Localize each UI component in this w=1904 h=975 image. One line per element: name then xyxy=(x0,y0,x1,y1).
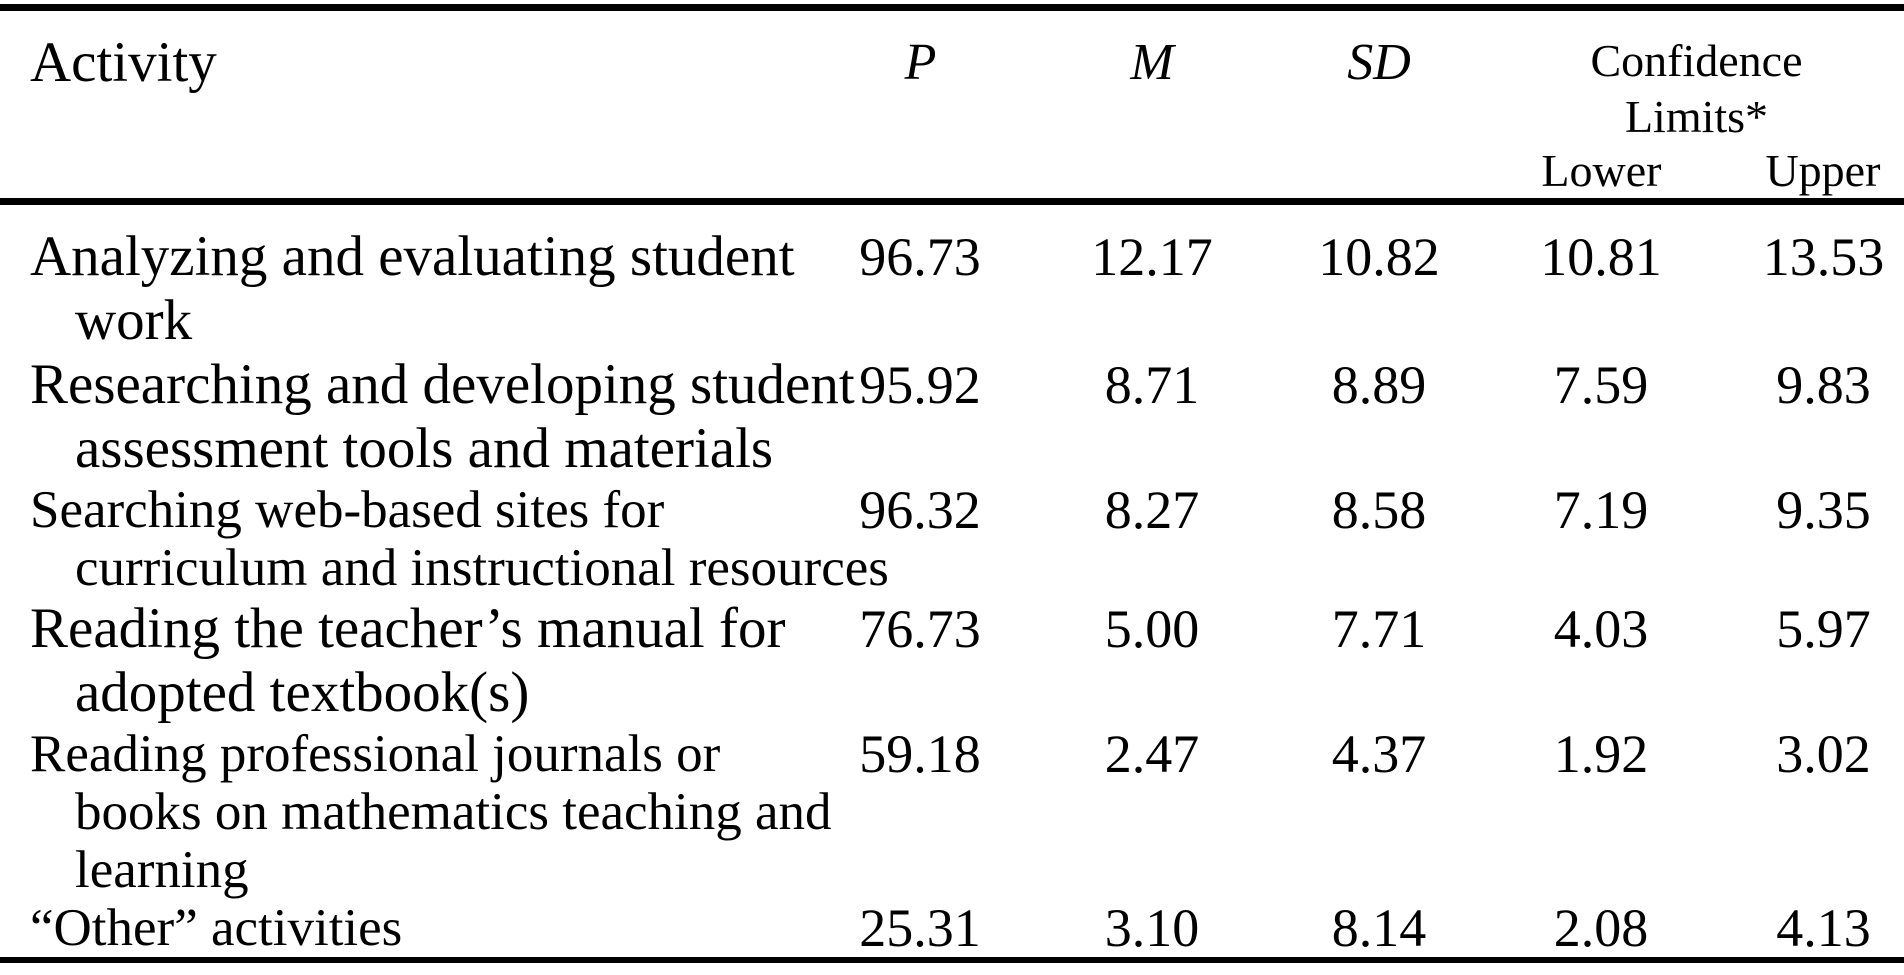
column-header-sd: SD xyxy=(1269,7,1489,205)
activity-line: learning xyxy=(75,841,249,899)
upper-value: 3.02 xyxy=(1776,724,1871,784)
activity-line: adopted textbook(s) xyxy=(75,661,530,724)
activity-line: assessment tools and materials xyxy=(75,417,774,480)
p-value: 59.18 xyxy=(859,724,981,784)
activity-line: Researching and developing student xyxy=(30,353,855,416)
activity-line: work xyxy=(75,289,193,352)
m-value: 5.00 xyxy=(1104,599,1200,659)
sd-value: 7.71 xyxy=(1331,599,1427,659)
sd-value: 8.14 xyxy=(1331,898,1427,958)
column-header-upper: Upper xyxy=(1765,145,1881,196)
lower-value: 4.03 xyxy=(1553,599,1649,659)
column-header-lower: Lower xyxy=(1541,145,1662,196)
upper-value: 9.83 xyxy=(1776,355,1871,415)
m-value: 8.27 xyxy=(1104,480,1200,540)
lower-value: 2.08 xyxy=(1553,898,1649,958)
header-row: Activity P M SD Confidence Limits* Lower… xyxy=(0,7,1904,205)
activity-cell: “Other” activities xyxy=(0,899,835,960)
sd-value: 4.37 xyxy=(1331,724,1427,784)
activity-line: Searching web-based sites for xyxy=(30,481,665,539)
p-value: 96.32 xyxy=(859,480,981,540)
upper-value: 4.13 xyxy=(1776,898,1871,958)
upper-value: 5.97 xyxy=(1776,599,1871,659)
p-value: 25.31 xyxy=(859,898,981,958)
m-value: 8.71 xyxy=(1104,355,1200,415)
column-header-p: P xyxy=(835,7,1035,205)
upper-value: 9.35 xyxy=(1776,480,1871,540)
table-body: Analyzing and evaluating student work 96.… xyxy=(0,202,1904,961)
m-value: 2.47 xyxy=(1104,724,1200,784)
p-value: 76.73 xyxy=(859,599,981,659)
activity-cell: Reading professional journals or books on… xyxy=(0,725,835,899)
sd-value: 10.82 xyxy=(1318,227,1440,287)
activity-cell: Searching web-based sites for curriculum … xyxy=(0,481,889,597)
activity-line: books on mathematics teaching and xyxy=(75,783,832,841)
m-value: 12.17 xyxy=(1091,227,1213,287)
column-header-confidence-limits: Confidence Limits* Lower Upper xyxy=(1489,7,1904,205)
activity-line: Reading professional journals or xyxy=(30,725,721,783)
p-value: 96.73 xyxy=(859,227,981,287)
lower-value: 7.19 xyxy=(1553,480,1649,540)
activity-line: Reading the teacher’s manual for xyxy=(30,597,786,660)
table-header: Activity P M SD Confidence Limits* Lower… xyxy=(0,7,1904,205)
p-value: 95.92 xyxy=(859,355,981,415)
table-row: Reading professional journals or books on… xyxy=(0,725,1904,899)
activity-cell: Reading the teacher’s manual for adopted … xyxy=(0,597,835,725)
activity-cell: Analyzing and evaluating student work xyxy=(0,202,835,354)
lower-value: 1.92 xyxy=(1553,724,1649,784)
sd-value: 8.58 xyxy=(1331,480,1427,540)
table-row: Reading the teacher’s manual for adopted … xyxy=(0,597,1904,725)
lower-value: 10.81 xyxy=(1540,227,1662,287)
confidence-limits-label: Confidence Limits* xyxy=(1590,35,1803,142)
activity-line: Analyzing and evaluating student xyxy=(30,225,795,288)
activity-line: curriculum and instructional resources xyxy=(75,539,889,597)
column-header-activity: Activity xyxy=(0,7,835,205)
activity-line: “Other” activities xyxy=(30,899,403,957)
activity-cell: Researching and developing student assess… xyxy=(0,353,855,481)
confidence-limits-subheaders: Lower Upper xyxy=(1490,145,1903,197)
table-row: Researching and developing student assess… xyxy=(0,353,1904,481)
column-header-m: M xyxy=(1035,7,1269,205)
table-row: Searching web-based sites for curriculum … xyxy=(0,481,1904,597)
upper-value: 13.53 xyxy=(1762,227,1885,287)
statistics-table: Activity P M SD Confidence Limits* Lower… xyxy=(0,4,1904,963)
lower-value: 7.59 xyxy=(1553,355,1649,415)
sd-value: 8.89 xyxy=(1331,355,1427,415)
m-value: 3.10 xyxy=(1104,898,1200,958)
table-row: Analyzing and evaluating student work 96.… xyxy=(0,202,1904,354)
table-row: “Other” activities 25.31 3.10 8.14 2.08 … xyxy=(0,899,1904,960)
